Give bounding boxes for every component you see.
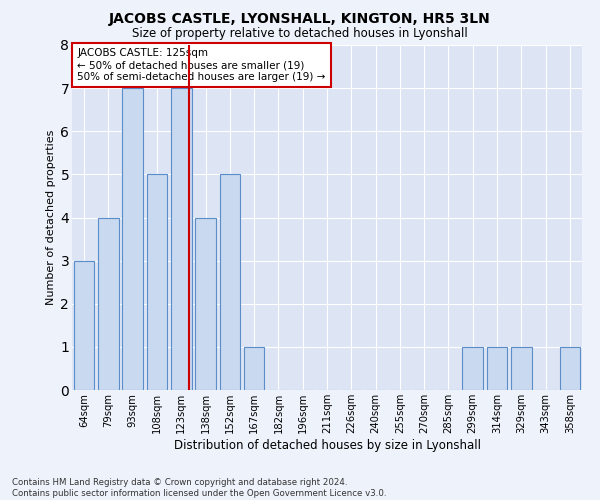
Bar [171,88,191,390]
Bar [487,347,508,390]
Bar [122,88,143,390]
Bar [195,218,216,390]
Bar [220,174,240,390]
Text: Contains HM Land Registry data © Crown copyright and database right 2024.
Contai: Contains HM Land Registry data © Crown c… [12,478,386,498]
Text: Size of property relative to detached houses in Lyonshall: Size of property relative to detached ho… [132,28,468,40]
Text: JACOBS CASTLE, LYONSHALL, KINGTON, HR5 3LN: JACOBS CASTLE, LYONSHALL, KINGTON, HR5 3… [109,12,491,26]
Bar [560,347,580,390]
Bar [146,174,167,390]
Bar [74,260,94,390]
Bar [244,347,265,390]
Bar [98,218,119,390]
Bar [463,347,483,390]
Y-axis label: Number of detached properties: Number of detached properties [46,130,56,305]
Bar [511,347,532,390]
X-axis label: Distribution of detached houses by size in Lyonshall: Distribution of detached houses by size … [173,438,481,452]
Text: JACOBS CASTLE: 125sqm
← 50% of detached houses are smaller (19)
50% of semi-deta: JACOBS CASTLE: 125sqm ← 50% of detached … [77,48,325,82]
